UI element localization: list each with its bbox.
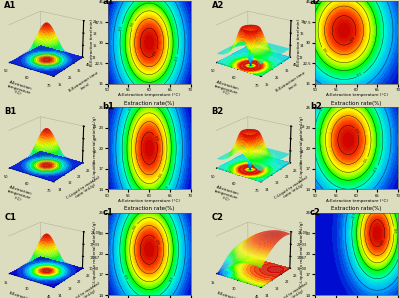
- Text: 0.3: 0.3: [164, 185, 170, 192]
- Text: B1: B1: [4, 107, 16, 116]
- Y-axis label: C:Liquid to material ratio(mL/g): C:Liquid to material ratio(mL/g): [300, 221, 304, 286]
- Y-axis label: B:Extraction time(min): B:Extraction time(min): [297, 19, 301, 66]
- Y-axis label: B:Extraction time(min): B:Extraction time(min): [90, 19, 94, 66]
- Text: 0.3: 0.3: [122, 274, 128, 281]
- Y-axis label: C:Liquid to material
ratio (mL/g): C:Liquid to material ratio (mL/g): [274, 281, 311, 298]
- Text: C2: C2: [212, 212, 224, 222]
- Text: 0.9: 0.9: [152, 49, 159, 56]
- Text: c1: c1: [103, 208, 114, 217]
- Text: 0.9: 0.9: [153, 135, 158, 142]
- X-axis label: A:Extraction
temperature
(°C): A:Extraction temperature (°C): [6, 80, 33, 99]
- Text: c2: c2: [310, 208, 321, 217]
- Text: 0.3: 0.3: [373, 165, 380, 172]
- Title: Extraction rate(%): Extraction rate(%): [124, 207, 174, 212]
- Y-axis label: C:Liquid to material
ratio (mL/g): C:Liquid to material ratio (mL/g): [66, 176, 103, 204]
- Text: 0.6: 0.6: [132, 224, 138, 231]
- Title: Extraction rate(%): Extraction rate(%): [331, 101, 382, 106]
- Text: 0.3: 0.3: [352, 212, 357, 218]
- Text: 0.3: 0.3: [169, 276, 176, 283]
- Y-axis label: C:Liquid to material
ratio (mL/g): C:Liquid to material ratio (mL/g): [274, 176, 311, 204]
- Text: A2: A2: [212, 1, 224, 10]
- Text: 0.3: 0.3: [357, 72, 364, 78]
- Y-axis label: C:Liquid to material ratio(mL/g): C:Liquid to material ratio(mL/g): [300, 116, 304, 181]
- Text: B2: B2: [212, 107, 224, 116]
- Text: 0.3: 0.3: [174, 55, 179, 61]
- Text: 0.6: 0.6: [158, 171, 164, 178]
- Text: 0.3: 0.3: [119, 24, 124, 31]
- Y-axis label: C:Liquid to material ratio(mL/g): C:Liquid to material ratio(mL/g): [93, 116, 97, 181]
- X-axis label: A:Extraction
temperature
(°C): A:Extraction temperature (°C): [213, 80, 240, 99]
- Title: Extraction rate(%): Extraction rate(%): [124, 101, 174, 106]
- X-axis label: A:Extraction temperature (°C): A:Extraction temperature (°C): [118, 94, 180, 97]
- Text: 0.3: 0.3: [128, 105, 134, 111]
- X-axis label: B:Extraction
time
(min): B:Extraction time (min): [6, 291, 32, 298]
- Text: b1: b1: [103, 102, 114, 111]
- Text: 0.9: 0.9: [350, 36, 357, 43]
- Y-axis label: B:Extraction time
(min): B:Extraction time (min): [276, 71, 309, 97]
- Text: 0.9: 0.9: [154, 238, 160, 245]
- Title: Extraction rate(%): Extraction rate(%): [331, 207, 382, 212]
- Text: a1: a1: [103, 0, 114, 6]
- Text: A1: A1: [4, 1, 17, 10]
- Y-axis label: C:Liquid to material ratio(mL/g): C:Liquid to material ratio(mL/g): [93, 221, 97, 286]
- Y-axis label: C:Liquid to material
ratio (mL/g): C:Liquid to material ratio (mL/g): [66, 281, 103, 298]
- X-axis label: B:Extraction
time
(min): B:Extraction time (min): [213, 291, 240, 298]
- X-axis label: A:Extraction temperature (°C): A:Extraction temperature (°C): [118, 199, 180, 203]
- Text: 0.3: 0.3: [319, 105, 325, 111]
- X-axis label: A:Extraction temperature (°C): A:Extraction temperature (°C): [326, 199, 388, 203]
- Text: 0.6: 0.6: [130, 21, 136, 28]
- Text: 0.9: 0.9: [380, 238, 386, 245]
- X-axis label: A:Extraction
temperature
(°C): A:Extraction temperature (°C): [213, 185, 240, 205]
- X-axis label: A:Extraction
temperature
(°C): A:Extraction temperature (°C): [6, 185, 33, 205]
- Text: 0.6: 0.6: [321, 47, 327, 54]
- Y-axis label: B:Extraction time
(min): B:Extraction time (min): [68, 71, 101, 97]
- Text: 0.6: 0.6: [363, 157, 369, 164]
- Text: a2: a2: [310, 0, 322, 6]
- Text: b2: b2: [310, 102, 322, 111]
- X-axis label: A:Extraction temperature (°C): A:Extraction temperature (°C): [326, 94, 388, 97]
- Text: 0.9: 0.9: [353, 128, 360, 134]
- Text: 0.6: 0.6: [392, 227, 396, 233]
- Text: C1: C1: [4, 212, 16, 222]
